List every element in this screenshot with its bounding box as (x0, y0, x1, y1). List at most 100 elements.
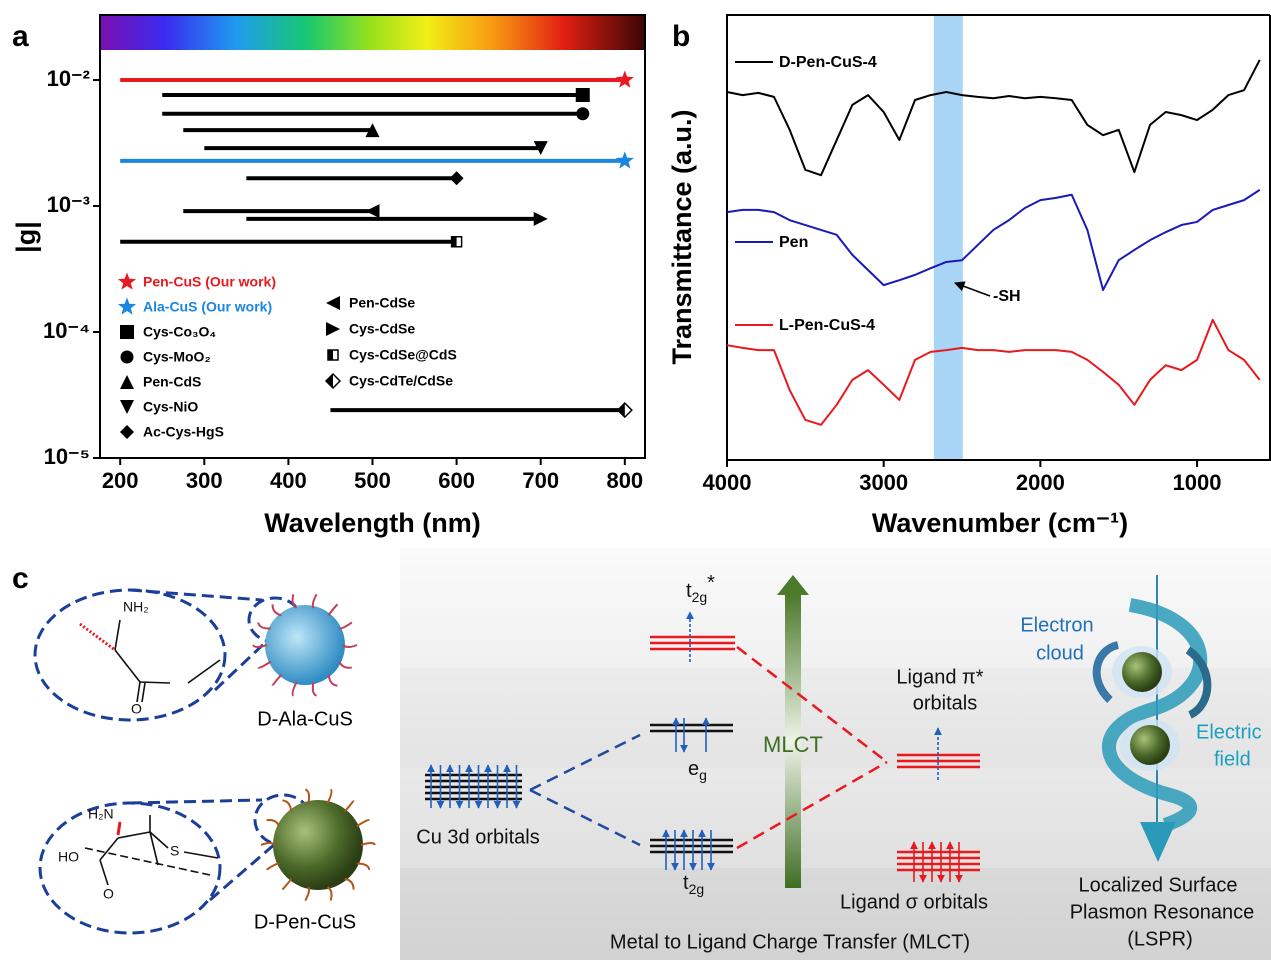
ligand-strand (329, 675, 338, 686)
marker-shape (534, 212, 548, 226)
highlight-band (934, 15, 963, 460)
ligand-strand (267, 864, 280, 870)
atom-label: O (131, 701, 142, 717)
marker-shape (120, 325, 134, 339)
x-tick-label: 400 (270, 468, 307, 493)
marker (120, 425, 134, 439)
ligand-strand (258, 622, 271, 628)
ligand-strand (273, 675, 282, 686)
marker (326, 322, 340, 336)
bond (137, 682, 140, 702)
x-tick-label: 500 (354, 468, 391, 493)
ligand-strand (305, 789, 309, 803)
marker (616, 151, 634, 168)
atom-label: HO (58, 849, 79, 865)
ligand-strand (328, 789, 332, 803)
level-label: Ligand π* (896, 666, 983, 688)
bond (100, 838, 118, 860)
bond (115, 650, 140, 682)
level-label: Cu 3d orbitals (416, 826, 539, 848)
x-tick-label: 700 (522, 468, 559, 493)
atom-label: H₂N (88, 806, 114, 822)
particle (1130, 725, 1170, 765)
ligand-strand (357, 820, 370, 826)
marker-shape (121, 351, 134, 364)
ligand-strand (328, 887, 332, 901)
bond (100, 860, 108, 885)
spectrum-line (727, 320, 1260, 425)
marker (618, 403, 632, 417)
y-tick-label: 10⁻³ (47, 192, 90, 217)
marker (366, 204, 380, 218)
legend-label: Pen-CdSe (349, 295, 415, 311)
y-axis-title: |g| (11, 221, 41, 253)
marker-shape (616, 71, 634, 88)
legend-label: Cys-NiO (143, 399, 198, 415)
marker (118, 273, 136, 290)
legend-label: Cys-CdSe@CdS (349, 347, 457, 363)
zoom-line (130, 800, 262, 803)
bond (150, 832, 158, 865)
legend-label: Pen-CuS (Our work) (143, 274, 276, 290)
marker (328, 350, 338, 360)
level-label: Ligand σ orbitals (840, 891, 988, 913)
sub: g (699, 767, 707, 783)
series-label: Pen (779, 234, 808, 251)
e: e (688, 758, 699, 780)
marker (534, 212, 548, 226)
annotation: Electron (1020, 614, 1093, 636)
marker-shape (450, 171, 464, 185)
bond (188, 660, 220, 683)
ligand-strand (267, 820, 280, 826)
x-tick-label: 3000 (859, 470, 908, 495)
caption: Localized Surface (1079, 874, 1238, 896)
bond (184, 852, 218, 858)
bond (118, 832, 150, 838)
marker (452, 237, 462, 247)
atom-label: NH₂ (123, 599, 149, 615)
marker-shape (576, 88, 590, 102)
x-tick-label: 800 (606, 468, 643, 493)
y-tick-label: 10⁻² (47, 66, 90, 91)
bond (115, 620, 120, 650)
marker-shape (326, 296, 340, 310)
sup: * (707, 572, 715, 594)
legend-label: Ala-CuS (Our work) (143, 299, 272, 315)
marker-shape (326, 374, 333, 388)
marker-shape (118, 298, 136, 315)
ligand-strand (361, 843, 375, 845)
x-axis-title: Wavenumber (cm⁻¹) (872, 508, 1128, 538)
bond (140, 682, 170, 683)
annotation: cloud (1036, 642, 1084, 664)
ligand-strand (313, 594, 317, 608)
ligand-strand (305, 887, 309, 901)
legend-label: Ac-Cys-HgS (143, 424, 224, 440)
plot-frame (727, 15, 1270, 460)
ligand-strand (329, 604, 338, 615)
x-tick-label: 300 (186, 468, 223, 493)
legend-label: Cys-CdSe (349, 321, 415, 337)
caption: Metal to Ligand Charge Transfer (MLCT) (610, 931, 970, 953)
ligand-strand (261, 843, 275, 845)
nanoparticle (265, 605, 345, 685)
series-label: L-Pen-CuS-4 (779, 317, 875, 334)
ligand-strand (282, 879, 291, 890)
sub: 2g (689, 881, 705, 897)
caption: (LSPR) (1127, 928, 1193, 950)
marker-shape (120, 425, 134, 439)
marker (118, 298, 136, 315)
colorbar (100, 15, 645, 50)
ligand-strand (339, 622, 352, 628)
sub: 2g (692, 589, 708, 605)
atom-label: O (103, 886, 114, 902)
marker (121, 351, 134, 364)
y-axis-title: Transmittance (a.u.) (667, 109, 697, 364)
ligand-strand (345, 879, 354, 890)
particle (1122, 652, 1162, 692)
bond (118, 822, 120, 835)
marker-shape (452, 237, 457, 247)
nanoparticle (273, 800, 363, 890)
nanoparticles (253, 594, 375, 900)
marker (450, 171, 464, 185)
figure: a b c d NH₂ O H₂N S HO O D-Ala-CuS D-Pen… (0, 0, 1271, 960)
